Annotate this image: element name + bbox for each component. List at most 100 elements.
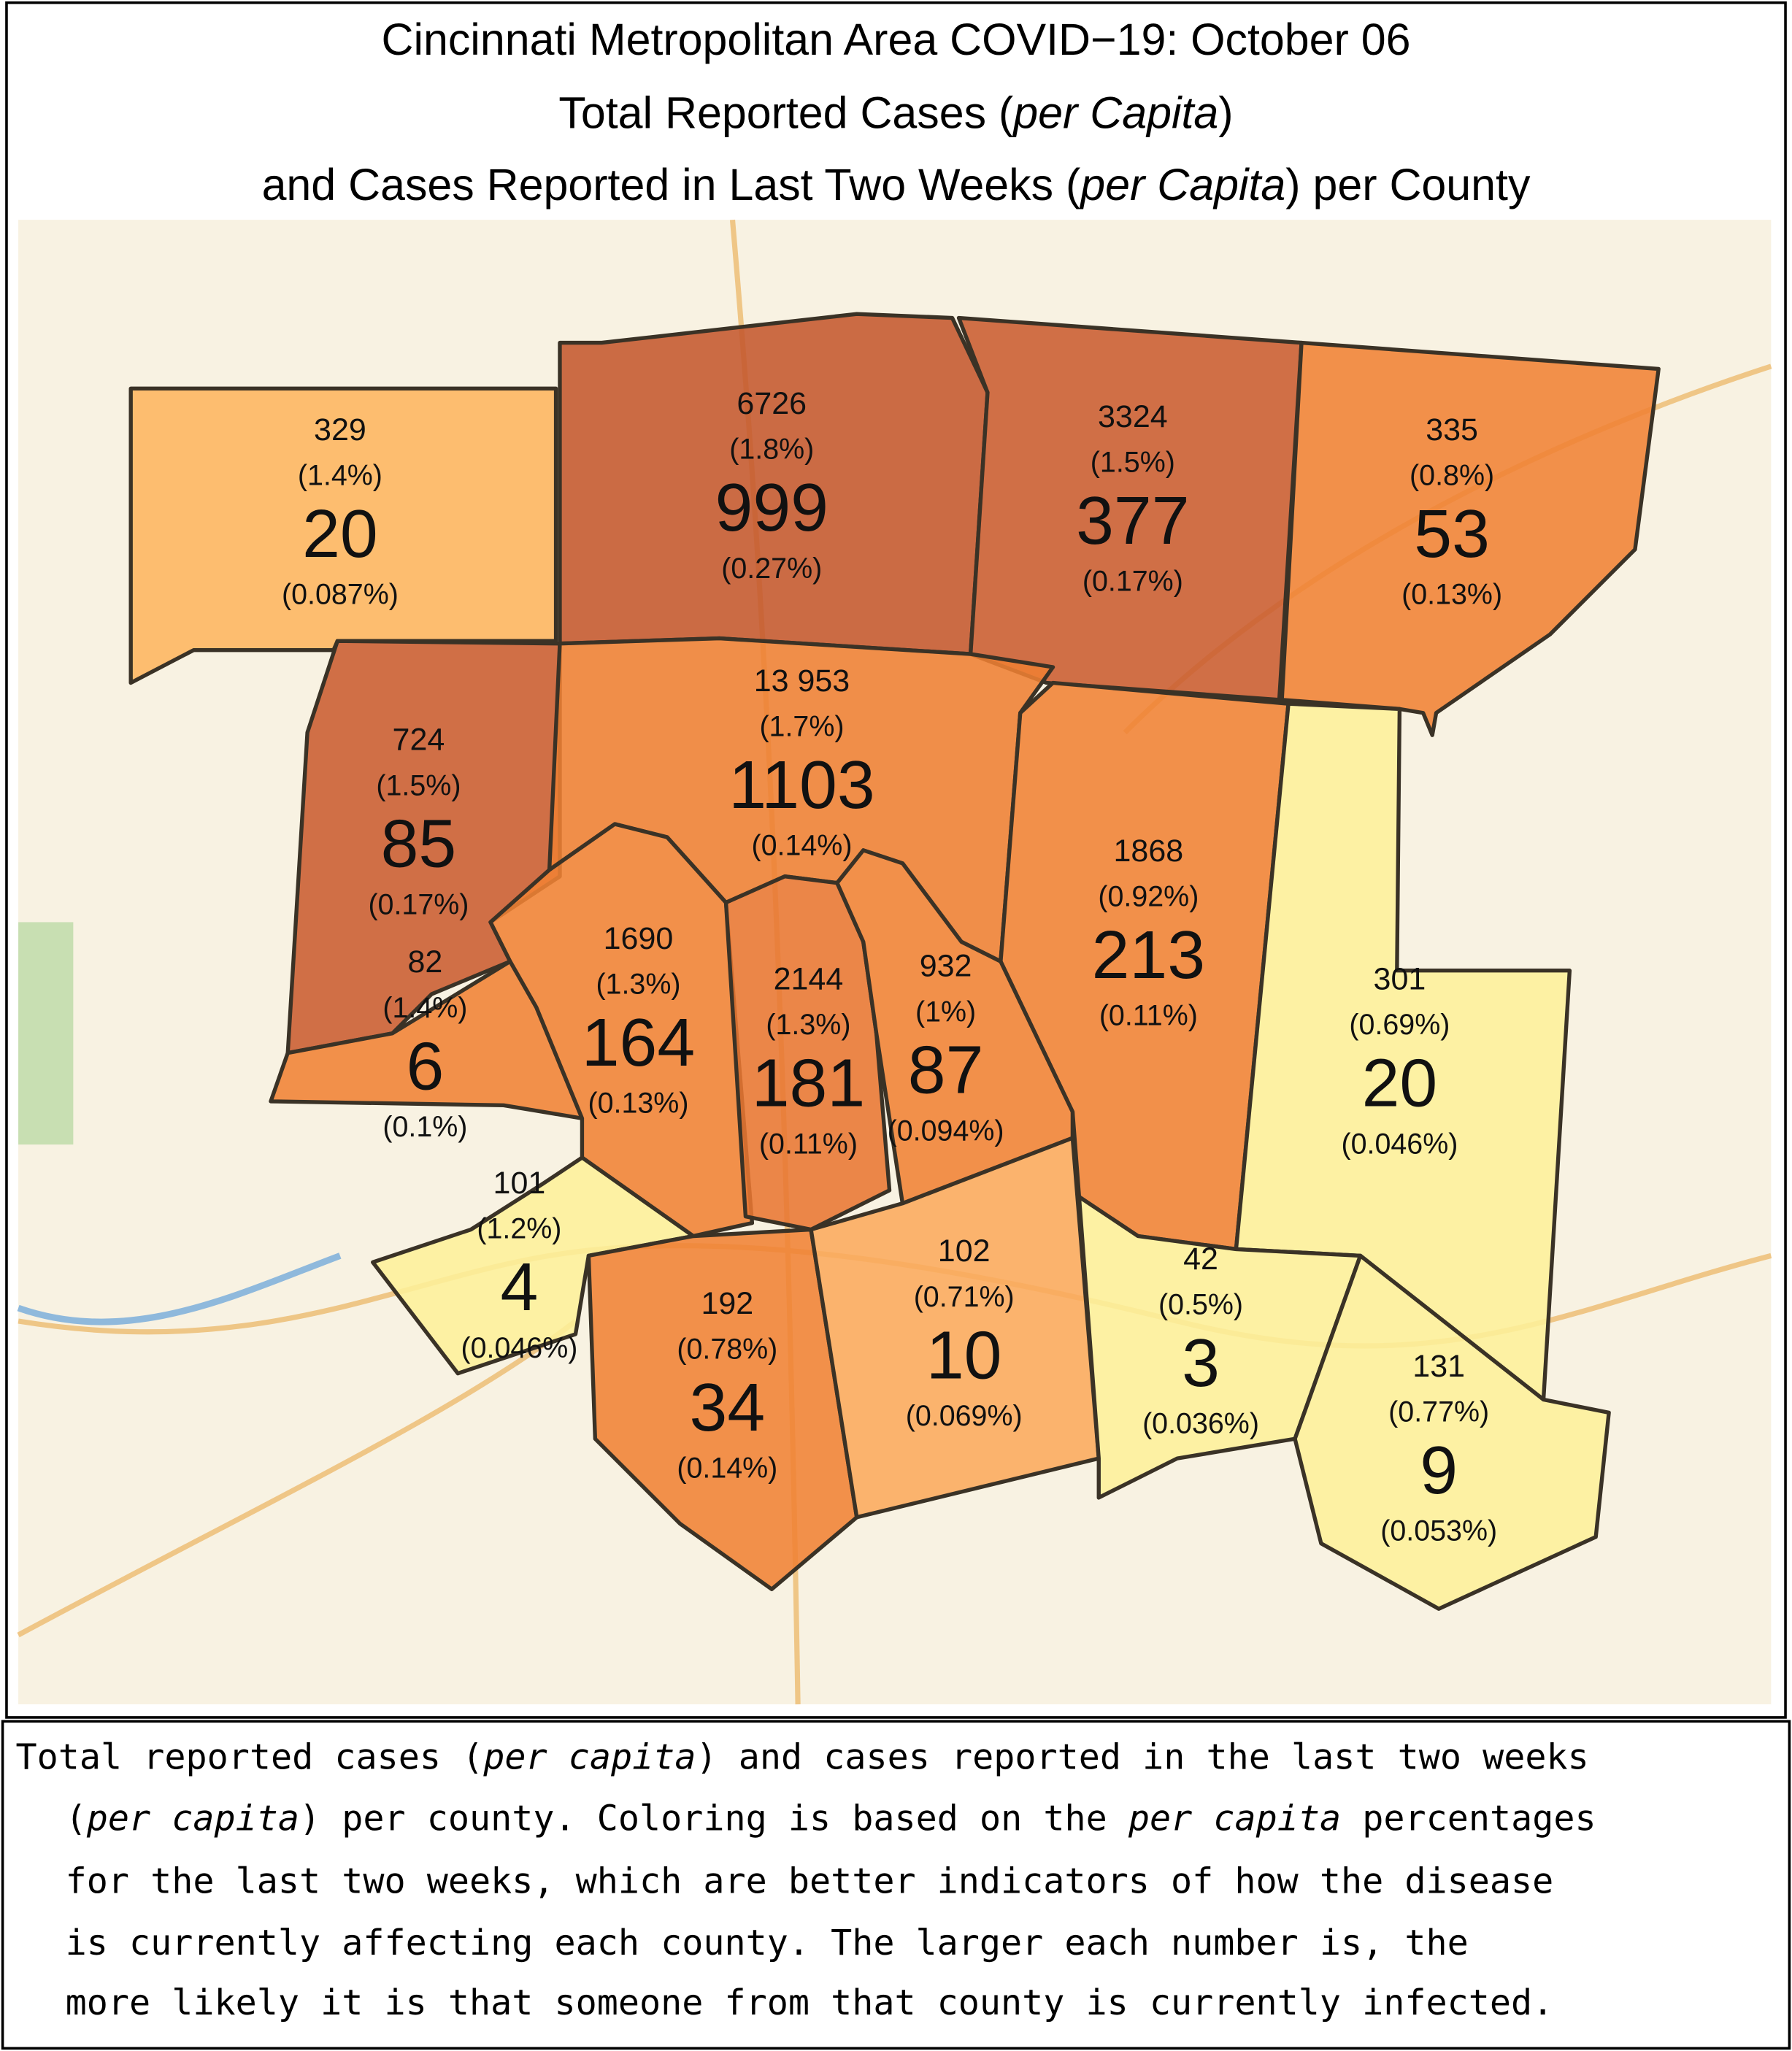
recent-cases: 377 [1076,482,1189,558]
total-per-capita: (1.4%) [382,992,467,1024]
recent-cases: 181 [752,1045,865,1121]
italic-text: per capita [482,1736,696,1777]
italic-text: per capita [86,1798,299,1839]
total-cases: 42 [1183,1242,1218,1277]
total-cases: 329 [314,412,366,447]
caption: Total reported cases (per capita) and ca… [16,1736,1596,2023]
title-line: Cincinnati Metropolitan Area COVID−19: O… [381,15,1410,64]
recent-cases: 53 [1414,496,1490,572]
text-segment: and Cases Reported in Last Two Weeks ( [262,160,1081,209]
total-per-capita: (1.8%) [729,434,814,466]
total-cases: 13 953 [754,663,850,699]
text-segment: ) per county. Coloring is based on the [299,1798,1128,1839]
river [17,1252,342,1325]
total-cases: 6726 [737,386,807,421]
recent-per-capita: (0.046%) [1341,1128,1458,1160]
recent-cases: 999 [715,469,828,545]
recent-cases: 213 [1092,917,1205,993]
total-cases: 131 [1412,1349,1465,1384]
recent-cases: 4 [500,1249,538,1325]
recent-per-capita: (0.046%) [461,1332,577,1364]
total-cases: 101 [493,1166,546,1201]
text-segment: for the last two weeks, which are better… [66,1861,1554,1902]
text-segment: Total reported cases ( [16,1736,484,1777]
total-cases: 932 [920,949,972,984]
recent-cases: 1103 [728,747,874,823]
caption-line: more likely it is that someone from that… [66,1982,1554,2023]
text-segment: is currently affecting each county. The … [66,1923,1469,1963]
total-per-capita: (1.2%) [477,1213,561,1245]
total-cases: 301 [1374,961,1426,996]
recent-per-capita: (0.069%) [906,1400,1023,1432]
text-segment: Total Reported Cases ( [558,88,1013,138]
recent-cases: 9 [1420,1432,1458,1508]
county [1293,1253,1611,1611]
total-per-capita: (1.5%) [1091,447,1175,479]
text-segment: ) per County [1285,160,1531,209]
regions [128,312,1661,1611]
recent-cases: 85 [381,806,457,882]
total-cases: 1690 [604,921,674,956]
total-cases: 724 [393,723,445,758]
recent-per-capita: (0.27%) [721,553,822,585]
title-block: Cincinnati Metropolitan Area COVID−19: O… [262,15,1531,209]
labels: 329 (1.4%) 20 (0.087%) 6726 (1.8%)999 (0.27%) 3… [282,386,1502,1547]
total-per-capita: (1%) [915,996,976,1028]
recent-cases: 164 [582,1004,695,1080]
italic-text: per capita [1128,1798,1341,1839]
caption-line: is currently affecting each county. The … [66,1923,1469,1963]
recent-per-capita: (0.11%) [759,1128,858,1160]
total-per-capita: (1.5%) [376,769,461,801]
total-per-capita: (0.92%) [1098,881,1199,913]
text-segment: ) and cases reported in the last two wee… [696,1736,1588,1777]
total-per-capita: (1.3%) [596,969,680,1001]
caption-line: Total reported cases (per capita) and ca… [16,1736,1589,1777]
italic-text: per Capita [1079,160,1285,209]
recent-cases: 10 [926,1317,1002,1393]
recent-per-capita: (0.036%) [1142,1408,1259,1440]
total-per-capita: (1.7%) [759,711,844,743]
total-cases: 3324 [1098,399,1168,434]
total-cases: 82 [407,944,442,980]
park [18,922,74,1145]
total-cases: 102 [938,1234,991,1269]
total-cases: 335 [1426,412,1478,447]
italic-text: per Capita [1012,88,1218,138]
recent-per-capita: (0.094%) [888,1115,1004,1147]
recent-per-capita: (0.17%) [1082,566,1183,598]
recent-per-capita: (0.087%) [282,579,399,611]
caption-line: for the last two weeks, which are better… [66,1861,1554,1902]
text-segment: more likely it is that someone from that… [66,1982,1554,2023]
total-per-capita: (0.71%) [914,1281,1015,1313]
total-per-capita: (0.78%) [677,1334,777,1366]
recent-cases: 34 [690,1369,766,1445]
total-cases: 1868 [1114,834,1184,869]
total-per-capita: (1.3%) [766,1009,850,1041]
recent-per-capita: (0.1%) [382,1111,467,1143]
total-per-capita: (0.69%) [1349,1009,1450,1041]
recent-per-capita: (0.11%) [1099,1000,1198,1032]
total-per-capita: (0.5%) [1158,1289,1243,1321]
total-cases: 192 [701,1286,753,1321]
total-per-capita: (1.4%) [298,460,382,492]
recent-cases: 87 [908,1032,984,1108]
caption-box [1,1720,1791,2050]
county [488,822,755,1239]
recent-per-capita: (0.053%) [1380,1515,1497,1547]
text-segment: percentages [1341,1798,1596,1839]
recent-per-capita: (0.13%) [1401,579,1502,611]
total-cases: 2144 [774,961,844,996]
text-segment: ( [66,1798,87,1839]
total-per-capita: (0.8%) [1410,460,1494,492]
recent-per-capita: (0.13%) [588,1088,688,1120]
total-per-capita: (0.77%) [1388,1396,1489,1428]
text-segment: Cincinnati Metropolitan Area COVID−19: O… [381,15,1410,64]
recent-cases: 20 [1362,1045,1438,1121]
title-line: and Cases Reported in Last Two Weeks (pe… [262,160,1531,209]
recent-per-capita: (0.14%) [751,830,852,862]
text-segment: ) [1218,88,1233,138]
county [835,848,1075,1206]
recent-cases: 20 [302,496,378,572]
recent-cases: 6 [406,1028,444,1104]
